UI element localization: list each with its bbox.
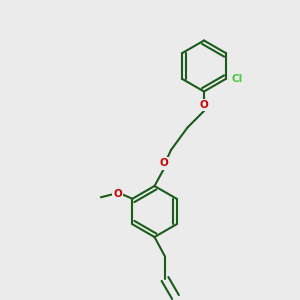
Text: O: O <box>159 158 168 169</box>
Text: Cl: Cl <box>232 74 243 84</box>
Text: O: O <box>113 189 122 199</box>
Text: O: O <box>200 100 208 110</box>
